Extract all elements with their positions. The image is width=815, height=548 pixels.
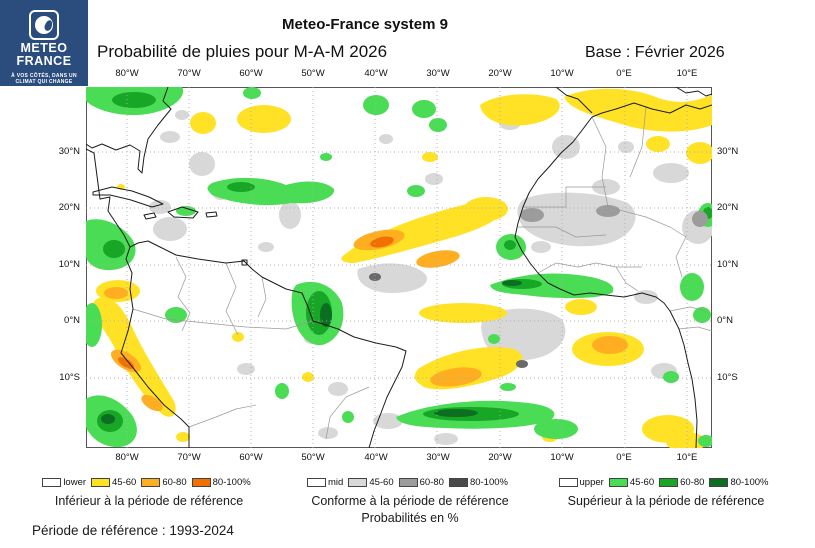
legend-swatch <box>608 477 628 487</box>
lon-tick-bottom: 40°W <box>364 452 388 463</box>
probability-map <box>86 87 712 448</box>
lon-tick-top: 50°W <box>301 68 325 79</box>
lat-tick-left: 10°N <box>58 259 80 270</box>
lat-tick-right: 10°N <box>717 259 739 270</box>
legend-swatch <box>398 477 418 487</box>
lat-tick-right: 30°N <box>717 146 739 157</box>
lon-tick-bottom: 60°W <box>239 452 263 463</box>
legend-item: 45-60 <box>91 477 136 488</box>
legend-swatch <box>659 477 679 487</box>
logo-word-meteo: METEO <box>20 41 68 55</box>
lat-tick-left: 20°N <box>58 202 80 213</box>
legend-swatch-label: 60-80 <box>419 476 444 488</box>
legend-lower-swatches: lower 45-60 60-80 80-100% <box>36 476 262 488</box>
legend-swatch-label: 80-100% <box>730 476 769 488</box>
legend-swatch <box>42 477 62 487</box>
lon-tick-top: 10°E <box>676 68 698 79</box>
legend-swatch <box>448 477 468 487</box>
legend-swatch-label: 80-100% <box>469 476 508 488</box>
lon-tick-top: 10°W <box>550 68 574 79</box>
lon-tick-bottom: 10°W <box>550 452 574 463</box>
lat-tick-right: 20°N <box>717 202 739 213</box>
lon-tick-top: 30°W <box>426 68 450 79</box>
legend-upper-swatches: upper 45-60 60-80 80-100% <box>552 476 780 488</box>
legend-swatch-label: lower <box>63 476 87 488</box>
meteo-france-logo: METEO FRANCE À VOS CÔTÉS, DANS UN CLIMAT… <box>0 0 88 86</box>
legend-item: mid <box>307 477 343 488</box>
legend-item: 80-100% <box>448 476 508 488</box>
lon-tick-top: 60°W <box>239 68 263 79</box>
legend-item: 60-80 <box>659 477 704 488</box>
legend-swatch-label: upper <box>579 476 604 488</box>
legend-swatch-label: 80-100% <box>212 476 251 488</box>
legend-mid-swatches: mid 45-60 60-80 80-100% <box>296 476 524 488</box>
lon-tick-bottom: 0°E <box>616 452 632 463</box>
reference-period-label: Période de référence : 1993-2024 <box>32 523 234 538</box>
legend-swatch-label: 45-60 <box>112 476 137 488</box>
lon-tick-bottom: 20°W <box>488 452 512 463</box>
legend-swatch-label: 45-60 <box>369 476 394 488</box>
logo-tagline-1: À VOS CÔTÉS, DANS UN <box>11 73 77 79</box>
legend-swatch <box>709 477 729 487</box>
probabilities-unit-label: Probabilités en % <box>361 511 459 525</box>
lon-tick-top: 40°W <box>364 68 388 79</box>
lat-tick-right: 10°S <box>717 372 738 383</box>
lat-tick-left: 0°N <box>64 315 80 326</box>
legend-upper: upper 45-60 60-80 80-100% Supérieur à la pé… <box>552 477 780 508</box>
lon-tick-top: 80°W <box>115 68 139 79</box>
legend-mid: mid 45-60 60-80 80-100% Conforme à la pério… <box>296 477 524 525</box>
legend-item: 60-80 <box>398 476 444 488</box>
lon-tick-top: 20°W <box>488 68 512 79</box>
lon-tick-bottom: 30°W <box>426 452 450 463</box>
lon-tick-bottom: 50°W <box>301 452 325 463</box>
legend-lower: lower 45-60 60-80 80-100% Inférieur à la pé… <box>36 477 262 508</box>
legend-swatch <box>348 477 368 487</box>
lat-tick-left: 30°N <box>58 146 80 157</box>
logo-word-france: FRANCE <box>16 54 72 68</box>
legend-item: 80-100% <box>709 477 768 488</box>
legend-item: lower <box>42 477 86 488</box>
legend-swatch-label: mid <box>328 476 344 488</box>
legend-item: 45-60 <box>348 476 394 488</box>
legend-swatch <box>558 477 578 487</box>
legend-mid-caption: Conforme à la période de référence <box>311 494 509 508</box>
base-date-label: Base : Février 2026 <box>585 44 725 61</box>
map-subtitle: Probabilité de pluies pour M-A-M 2026 <box>97 42 388 61</box>
legend-swatch <box>141 477 161 487</box>
legend-item: 45-60 <box>608 476 655 488</box>
legend-item: 60-80 <box>141 476 187 488</box>
legend-swatch <box>91 477 111 487</box>
lon-tick-bottom: 10°E <box>676 452 698 463</box>
lat-tick-left: 10°S <box>59 372 80 383</box>
lon-tick-top: 70°W <box>177 68 201 79</box>
page-title: Meteo-France system 9 <box>282 16 448 33</box>
lon-tick-bottom: 70°W <box>177 452 201 463</box>
legend-swatch <box>307 477 327 487</box>
legend-item: upper <box>558 476 604 488</box>
logo-tagline-2: CLIMAT QUI CHANGE <box>15 79 73 85</box>
legend-swatch <box>191 477 211 487</box>
legend-upper-caption: Supérieur à la période de référence <box>567 494 765 508</box>
legend-item: 80-100% <box>191 476 251 488</box>
lon-tick-bottom: 80°W <box>115 452 139 463</box>
legend-swatch-label: 60-80 <box>162 476 187 488</box>
legend-swatch-label: 45-60 <box>629 476 655 488</box>
legend-swatch-label: 60-80 <box>680 476 705 488</box>
lon-tick-top: 0°E <box>616 68 632 79</box>
meteo-france-icon <box>29 10 59 40</box>
lat-tick-right: 0°N <box>717 315 733 326</box>
legend-lower-caption: Inférieur à la période de référence <box>54 494 244 508</box>
